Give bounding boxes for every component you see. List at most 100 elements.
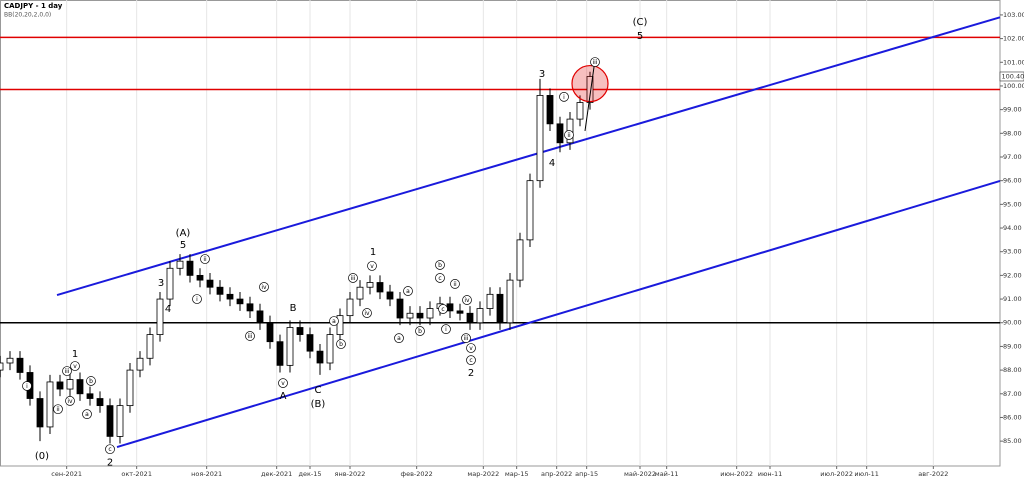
x-tick-label: янв-2022 <box>335 470 366 478</box>
candle-body <box>446 303 454 312</box>
y-tick-label: 97.00 <box>1003 153 1022 161</box>
candle-body <box>156 298 164 335</box>
candle-body <box>276 341 284 366</box>
y-tick-label: 96.00 <box>1003 177 1022 185</box>
x-tick-label: дек-2021 <box>261 470 292 478</box>
chart-subtitle: BB(20,20,2,0,0) <box>4 12 51 19</box>
wave-label: v <box>73 363 77 370</box>
wave-label: 4 <box>549 158 555 169</box>
candle-body <box>116 405 124 437</box>
wave-label: i <box>196 296 198 303</box>
y-tick-label: 87.00 <box>1003 390 1022 398</box>
candle-body <box>16 357 24 373</box>
wave-circle <box>466 355 476 366</box>
y-tick-label: 95.00 <box>1003 200 1022 208</box>
wave-label: b <box>418 328 422 335</box>
wave-label: ii <box>203 256 207 263</box>
wave-circle <box>367 261 377 271</box>
wave-label: c <box>438 275 441 282</box>
x-tick-label: июл-2022 <box>820 470 853 478</box>
candle-body <box>346 298 354 317</box>
candle-body <box>216 286 224 295</box>
candle-body <box>316 350 324 364</box>
candle-body <box>466 312 474 324</box>
x-tick-label: мар-2022 <box>467 470 499 478</box>
candle-body <box>236 298 244 305</box>
wave-label: (A) <box>176 228 191 239</box>
plot-frame <box>0 0 1001 467</box>
y-tick-label: 92.00 <box>1003 271 1022 279</box>
candle-body <box>356 286 364 300</box>
x-tick-label: июн-2022 <box>720 470 753 478</box>
y-tick-label: 90.00 <box>1003 319 1022 327</box>
wave-label: a <box>406 288 410 295</box>
wave-label: 3 <box>539 69 545 80</box>
x-tick-label: июл-11 <box>854 470 878 478</box>
candle-body <box>176 260 184 269</box>
wave-label: ii <box>56 406 60 413</box>
candle-body <box>336 315 344 335</box>
candle-body <box>56 381 64 390</box>
wave-label: iii <box>247 333 252 340</box>
wave-circle <box>462 295 472 305</box>
wave-circle <box>441 324 451 334</box>
candle-body <box>106 405 114 437</box>
wave-circle <box>438 304 448 314</box>
trend-line <box>116 179 1001 449</box>
wave-circle <box>435 260 445 270</box>
y-tick-label: 103.00 <box>1003 11 1024 19</box>
wave-label: 2 <box>107 457 113 468</box>
candle-body <box>406 312 414 319</box>
wave-label: 5 <box>637 31 643 42</box>
wave-circle <box>348 273 358 283</box>
wave-label: c <box>441 306 444 313</box>
wave-label: v <box>281 380 285 387</box>
candle-body <box>96 398 104 407</box>
candle-body <box>256 310 264 324</box>
wave-circle <box>105 444 115 455</box>
candle-body <box>456 310 464 314</box>
candle-body <box>46 381 54 428</box>
candle-body <box>426 308 434 319</box>
candle-body <box>526 180 534 241</box>
wave-label: v <box>370 263 374 270</box>
y-tick-label: 85.00 <box>1003 437 1022 445</box>
candle-body <box>586 76 594 103</box>
candle-body <box>206 279 214 288</box>
y-tick-label: 94.00 <box>1003 224 1022 232</box>
wave-label: (C) <box>633 17 648 28</box>
candle-body <box>6 357 14 364</box>
candle-body <box>496 293 504 324</box>
candle-body <box>36 398 44 428</box>
wave-circle <box>564 130 574 140</box>
candle-body <box>0 362 4 371</box>
wave-circle <box>82 409 92 419</box>
y-tick-label: 93.00 <box>1003 248 1022 256</box>
wave-label: i <box>26 383 28 390</box>
wave-circle <box>22 381 32 391</box>
wave-circle <box>362 308 372 318</box>
wave-circle <box>86 376 96 386</box>
candle-body <box>366 282 374 288</box>
candle-body <box>546 95 554 125</box>
candle-body <box>486 293 494 309</box>
candle-body <box>536 95 544 182</box>
x-tick-label: июн-11 <box>758 470 783 478</box>
wave-label: 2 <box>468 368 474 379</box>
candle-body <box>136 357 144 371</box>
wave-label: iii <box>64 368 69 375</box>
wave-label: B <box>290 303 297 314</box>
x-tick-label: авг-2022 <box>918 470 948 478</box>
wave-label: iii <box>463 335 468 342</box>
wave-label: i <box>445 326 447 333</box>
y-tick-label: 89.00 <box>1003 342 1022 350</box>
wave-circle <box>259 282 269 292</box>
x-tick-label: апр-2022 <box>541 470 572 478</box>
wave-label: a <box>397 335 401 342</box>
candle-body <box>416 312 424 319</box>
wave-circle <box>466 343 476 353</box>
candle-body <box>76 379 84 395</box>
wave-circle <box>192 294 202 304</box>
x-tick-label: апр-15 <box>575 470 598 478</box>
